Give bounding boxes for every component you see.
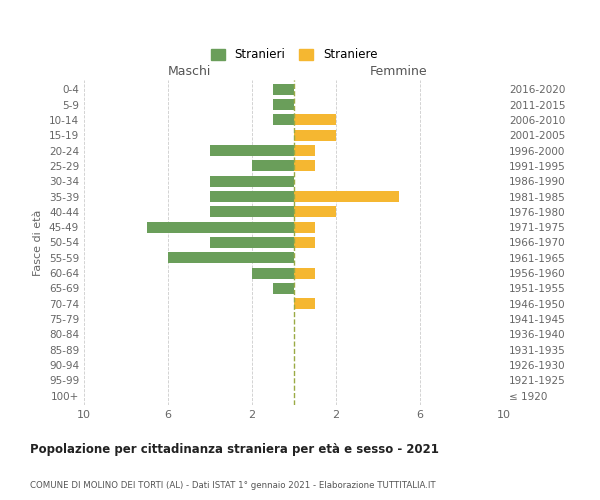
Bar bbox=[294, 114, 336, 126]
Bar bbox=[273, 84, 294, 94]
Bar bbox=[147, 222, 294, 232]
Bar bbox=[294, 191, 399, 202]
Bar bbox=[210, 176, 294, 186]
Bar bbox=[210, 237, 294, 248]
Bar bbox=[252, 268, 294, 278]
Legend: Stranieri, Straniere: Stranieri, Straniere bbox=[206, 44, 382, 66]
Bar bbox=[294, 130, 336, 140]
Bar bbox=[210, 206, 294, 218]
Text: Femmine: Femmine bbox=[370, 66, 428, 78]
Bar bbox=[294, 145, 315, 156]
Bar bbox=[210, 145, 294, 156]
Bar bbox=[294, 160, 315, 172]
Bar bbox=[168, 252, 294, 264]
Text: COMUNE DI MOLINO DEI TORTI (AL) - Dati ISTAT 1° gennaio 2021 - Elaborazione TUTT: COMUNE DI MOLINO DEI TORTI (AL) - Dati I… bbox=[30, 480, 436, 490]
Bar bbox=[294, 206, 336, 218]
Bar bbox=[273, 99, 294, 110]
Bar bbox=[294, 268, 315, 278]
Bar bbox=[294, 222, 315, 232]
Text: Maschi: Maschi bbox=[167, 66, 211, 78]
Bar bbox=[294, 298, 315, 310]
Bar bbox=[210, 191, 294, 202]
Bar bbox=[252, 160, 294, 172]
Bar bbox=[294, 237, 315, 248]
Bar bbox=[273, 283, 294, 294]
Y-axis label: Fasce di età: Fasce di età bbox=[34, 210, 43, 276]
Text: Popolazione per cittadinanza straniera per età e sesso - 2021: Popolazione per cittadinanza straniera p… bbox=[30, 442, 439, 456]
Bar bbox=[273, 114, 294, 126]
